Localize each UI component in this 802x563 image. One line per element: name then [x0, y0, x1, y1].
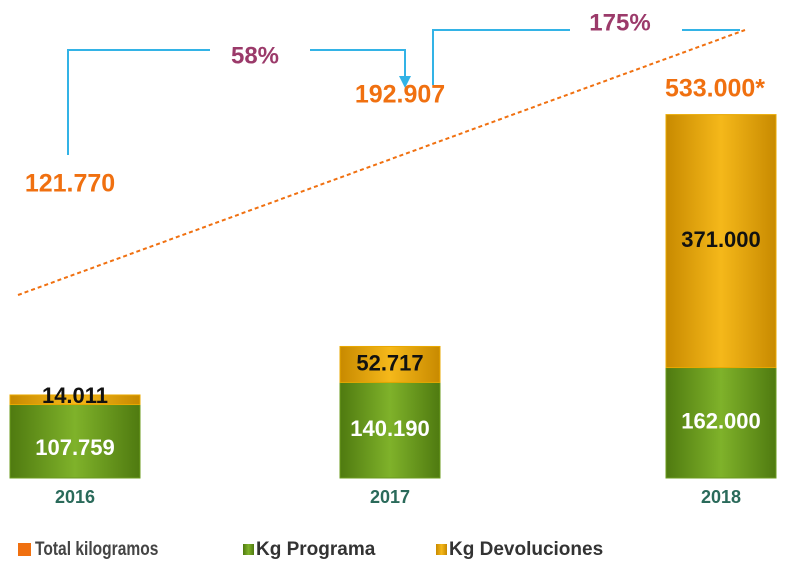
legend-label: Kg Programa	[256, 539, 376, 560]
annotation: 58%	[231, 42, 279, 69]
value-label: 14.011	[42, 383, 108, 408]
total-label: 121.770	[25, 170, 115, 198]
x-tick-label: 2016	[55, 487, 95, 507]
legend-swatch	[18, 543, 31, 556]
bar-segment	[9, 404, 141, 479]
legend-label: Kg Devoluciones	[449, 539, 603, 560]
trend-line	[17, 29, 746, 296]
bracket	[67, 49, 210, 155]
bracket	[432, 29, 570, 85]
legend-swatch	[436, 544, 447, 555]
total-label: 533.000*	[665, 75, 765, 103]
bar-segment	[665, 367, 777, 479]
value-label: 371.000	[681, 227, 761, 252]
legend-swatch	[243, 544, 254, 555]
x-tick-label: 2018	[701, 487, 741, 507]
bar-segment	[339, 345, 441, 383]
annotation: 175%	[589, 9, 650, 36]
bracket	[310, 49, 406, 78]
legend-label: Total kilogramos	[35, 538, 158, 560]
value-label: 162.000	[681, 409, 761, 434]
value-label: 107.759	[35, 435, 115, 460]
total-label: 192.907	[355, 81, 445, 109]
bar-segment	[339, 381, 441, 479]
value-label: 52.717	[356, 350, 423, 375]
arrow-head	[399, 76, 411, 88]
bar-segment	[665, 114, 777, 369]
x-tick-label: 2017	[370, 487, 410, 507]
value-label: 140.190	[350, 416, 430, 441]
bar-segment	[9, 394, 141, 406]
